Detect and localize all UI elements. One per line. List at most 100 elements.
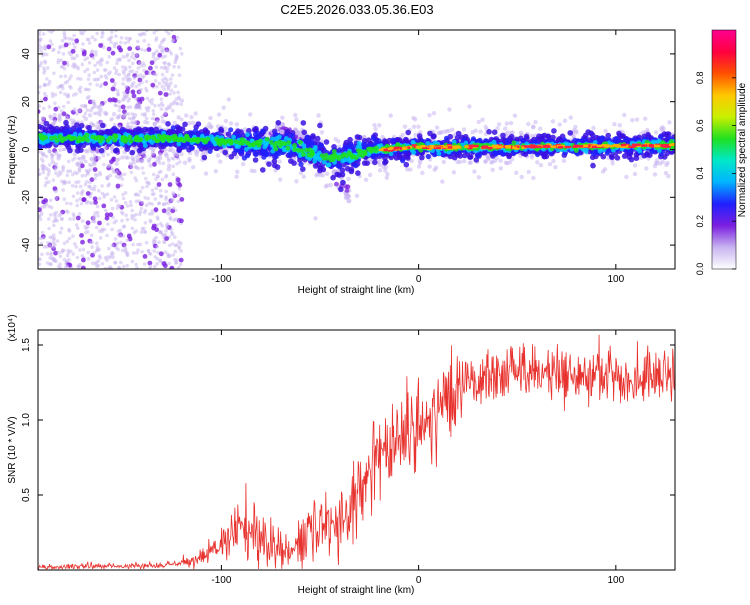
noise-point [123,249,128,254]
noise-point [61,52,66,56]
noise-point [179,249,183,253]
noise-point [115,170,119,174]
noise-point [128,200,133,204]
noise-point [88,194,92,199]
halo-point [661,126,666,131]
halo-point [431,111,437,116]
noise-point [49,251,53,255]
noise-point [84,226,88,231]
noise-point [38,262,42,266]
noise-point [136,39,140,44]
halo-point [557,122,562,127]
noise-point [58,84,63,88]
noise-point [141,171,146,175]
noise-point [115,61,119,66]
noise-point [42,236,46,240]
noise-point [80,219,85,223]
noise-point [104,212,110,218]
noise-point [75,203,79,208]
noise-point [179,197,185,202]
noise-point [117,204,122,208]
halo-point [432,167,437,172]
noise-point [118,47,123,53]
noise-point [112,44,117,49]
noise-point [165,69,169,74]
halo-point [278,177,283,182]
noise-point [72,56,77,61]
noise-point [149,60,155,66]
noise-point [113,103,117,107]
ridge-point [318,142,324,148]
noise-point [146,248,151,253]
halo-point [216,112,222,117]
noise-point [163,76,167,80]
halo-point [531,124,536,129]
spectrogram-marks [38,30,675,269]
ridge-point [298,161,304,167]
halo-point [457,159,463,165]
noise-point [78,184,83,189]
noise-point [95,248,99,253]
noise-point [130,69,135,73]
noise-point [87,61,92,65]
noise-point [38,200,41,205]
noise-point [157,240,161,245]
noise-point [43,96,48,102]
halo-point [92,161,97,167]
noise-point [90,106,94,111]
halo-point [49,115,54,121]
noise-point [38,30,42,34]
noise-point [50,153,55,158]
noise-point [54,189,58,194]
noise-point [129,203,133,208]
halo-point [441,159,446,165]
ridge-point [100,122,106,129]
noise-point [73,170,77,175]
noise-point [57,213,62,218]
noise-point [147,182,151,186]
ridge-point [201,154,208,161]
noise-point [92,102,97,106]
ridge-point [263,152,270,158]
ridge-point [98,129,104,136]
noise-point [71,234,75,238]
ridge-point [252,157,259,163]
noise-point [154,65,159,69]
noise-point [52,219,56,224]
noise-point [76,226,80,230]
noise-point [119,36,124,40]
noise-point [161,208,167,214]
noise-point [162,87,166,91]
noise-point [79,77,83,81]
noise-point [80,62,85,67]
noise-point [152,72,157,77]
noise-point [168,92,172,96]
noise-point [147,260,153,266]
ridge-point [657,134,664,140]
noise-point [74,245,79,249]
noise-point [136,45,141,49]
noise-point [40,230,45,235]
ridge-point [337,147,343,153]
noise-point [147,251,152,256]
halo-point [234,155,239,160]
halo-point [83,116,89,122]
noise-point [140,250,144,254]
noise-point [131,242,135,247]
branch-point [345,184,351,190]
noise-point [158,229,162,234]
noise-point [74,223,79,227]
halo-point [277,159,282,164]
ridge-point [347,136,353,143]
noise-point [69,52,73,57]
noise-point [62,104,66,109]
noise-point [40,205,45,209]
noise-point [121,196,126,201]
noise-point [53,243,57,247]
noise-point [43,183,48,188]
noise-point [124,112,128,116]
halo-point [184,113,189,118]
halo-point [372,123,377,128]
noise-point [119,40,123,45]
noise-point [91,219,95,224]
